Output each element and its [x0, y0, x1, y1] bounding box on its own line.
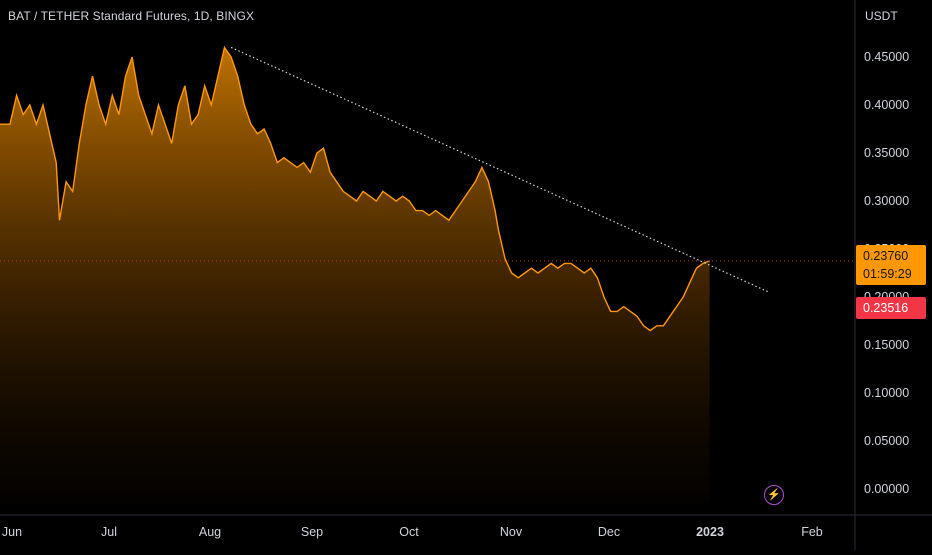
- bar-countdown: 01:59:29: [863, 267, 912, 281]
- y-tick-label: 0.05000: [864, 434, 909, 448]
- x-tick-label: Sep: [301, 525, 323, 539]
- previous-close-tag: 0.23516: [856, 297, 926, 319]
- price-area-fill: [0, 47, 710, 503]
- y-tick-label: 0.30000: [864, 194, 909, 208]
- price-line: [0, 45, 710, 332]
- y-tick-label: 0.00000: [864, 482, 909, 496]
- x-tick-label: Oct: [399, 525, 419, 539]
- y-tick-label: 0.40000: [864, 98, 909, 112]
- y-tick-label: 0.10000: [864, 386, 909, 400]
- x-tick-label: Nov: [500, 525, 523, 539]
- x-tick-label: Aug: [199, 525, 221, 539]
- y-tick-label: 0.15000: [864, 338, 909, 352]
- x-tick-label: Jul: [101, 525, 117, 539]
- x-tick-label: Feb: [801, 525, 823, 539]
- y-tick-label: 0.45000: [864, 50, 909, 64]
- x-tick-label: 2023: [696, 525, 724, 539]
- currency-label: USDT: [865, 9, 898, 23]
- last-price-value: 0.23760: [863, 249, 909, 263]
- y-tick-label: 0.35000: [864, 146, 909, 160]
- chart-title: BAT / TETHER Standard Futures, 1D, BINGX: [8, 9, 255, 23]
- x-tick-label: Dec: [598, 525, 620, 539]
- trendline: [230, 46, 770, 293]
- last-price-tag: 0.23760 01:59:29: [856, 245, 926, 285]
- lightning-icon[interactable]: ⚡: [764, 485, 784, 505]
- x-tick-label: Jun: [2, 525, 22, 539]
